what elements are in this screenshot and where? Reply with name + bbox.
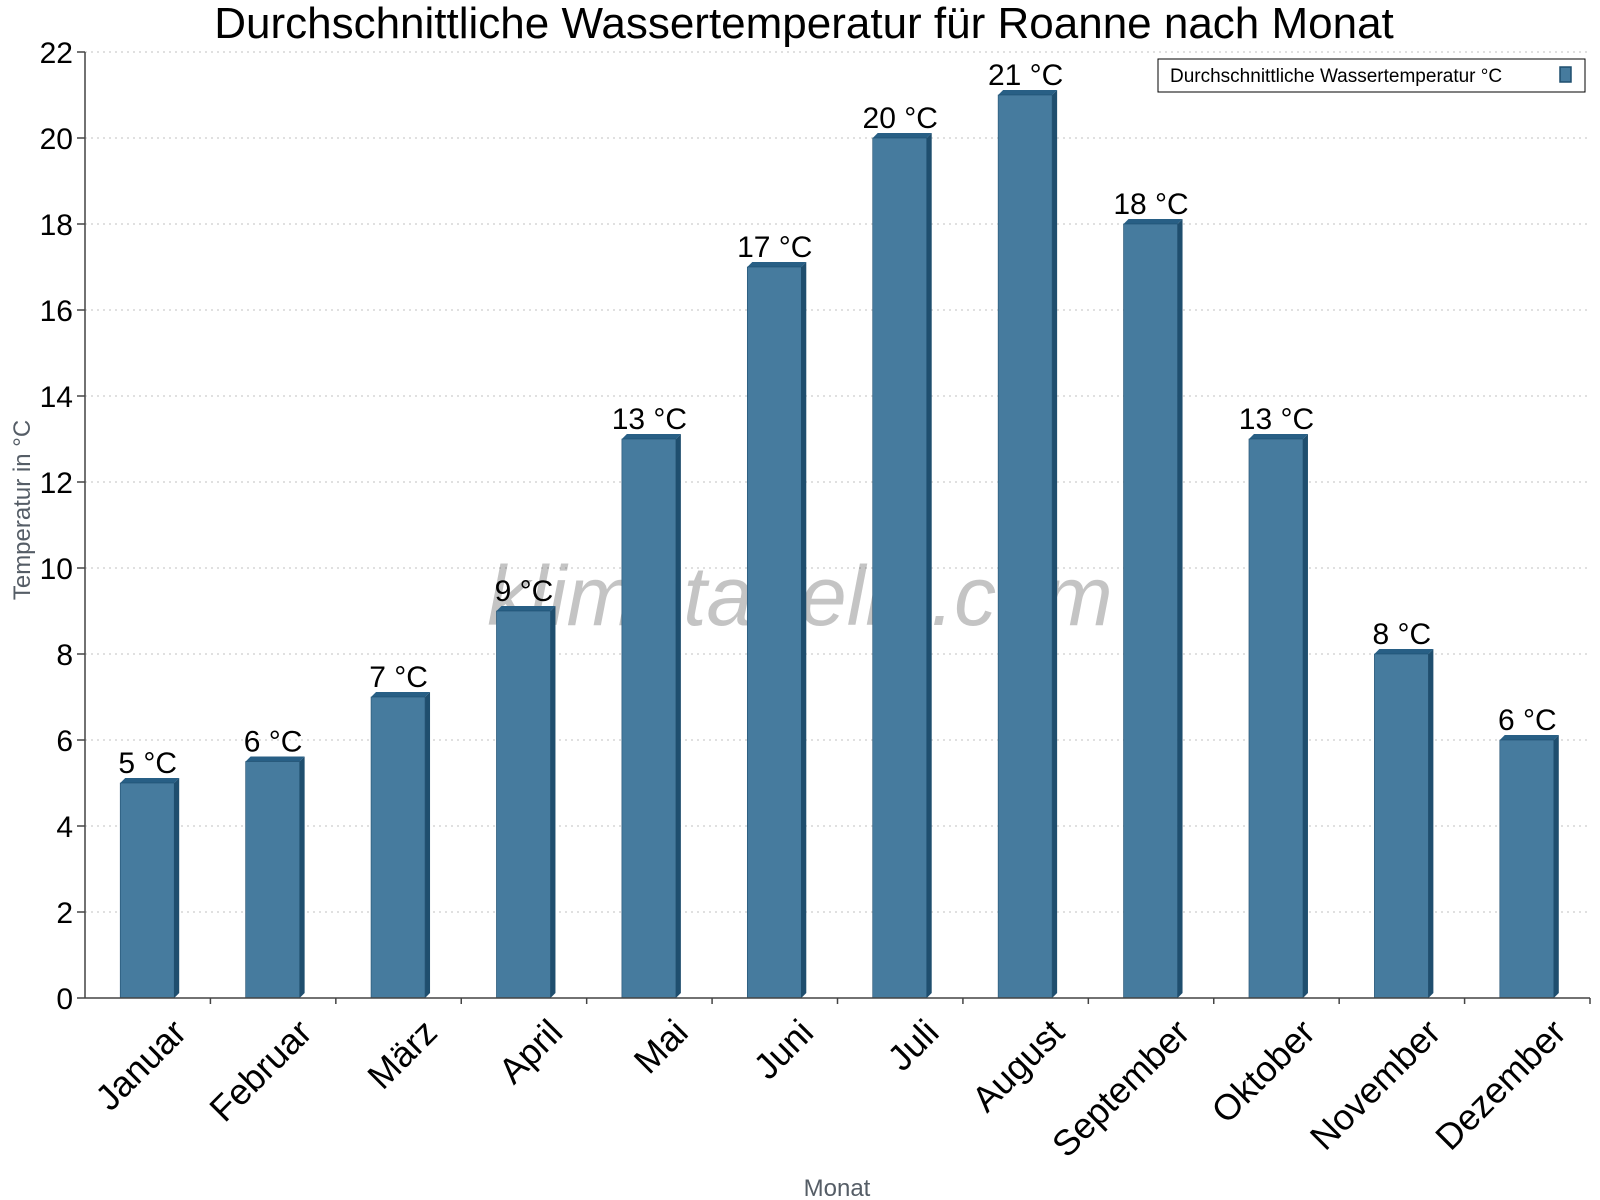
bar-front xyxy=(746,266,802,999)
bars xyxy=(119,90,1559,999)
x-tick-label: August xyxy=(964,1011,1072,1119)
bar-top xyxy=(120,778,180,783)
y-tick-label: 0 xyxy=(56,983,73,1016)
x-tick-label: Januar xyxy=(87,1011,194,1118)
data-label: 13 °C xyxy=(1239,403,1314,436)
y-tick-label: 6 xyxy=(56,725,73,758)
bar-side xyxy=(1428,649,1434,998)
bar-front xyxy=(119,782,175,999)
bar-front xyxy=(872,137,928,999)
bar-side xyxy=(1553,735,1559,998)
x-tick-label: April xyxy=(490,1011,570,1091)
x-ticks: Januar Februar März April Mai Juni Juli AugustS… xyxy=(87,998,1591,1165)
bar-side xyxy=(1052,90,1058,998)
bar-top xyxy=(245,756,305,762)
data-label: 17 °C xyxy=(737,231,812,264)
legend-swatch xyxy=(1559,66,1572,83)
chart-title: Durchschnittliche Wassertemperatur für R… xyxy=(214,0,1394,48)
bar-front xyxy=(1248,438,1304,999)
bar-top xyxy=(747,262,807,267)
y-tick-label: 10 xyxy=(40,553,73,586)
bar-front xyxy=(1123,223,1178,999)
bar-side xyxy=(550,606,556,998)
bar-side xyxy=(1302,434,1308,998)
data-label: 7 °C xyxy=(369,661,428,694)
y-tick-label: 8 xyxy=(56,639,73,672)
legend-box xyxy=(1157,58,1586,93)
bar-front xyxy=(1374,653,1429,999)
bar xyxy=(621,434,681,999)
x-tick-label: März xyxy=(359,1011,445,1097)
data-labels: 5 °C 6 °C 7 °C 9 °C 13 °C 17 °C 20 °C 21 °C 18 °… xyxy=(118,59,1556,780)
axes xyxy=(84,52,1590,999)
data-label: 6 °C xyxy=(1498,704,1557,737)
bar xyxy=(746,262,807,999)
x-tick-label: Juli xyxy=(879,1011,946,1078)
bar-front xyxy=(496,610,551,999)
x-axis-title: Monat xyxy=(804,1175,871,1200)
x-tick-label: Februar xyxy=(201,1011,319,1129)
grid-lines xyxy=(85,51,1590,913)
x-tick-label: September xyxy=(1044,1011,1198,1165)
bar-side xyxy=(425,692,431,998)
x-tick-label: Juni xyxy=(745,1011,821,1087)
bar-top xyxy=(621,434,681,439)
y-tick-label: 16 xyxy=(40,295,73,328)
bar-front xyxy=(245,761,300,999)
x-tick-label: Dezember xyxy=(1427,1011,1573,1157)
data-label: 21 °C xyxy=(988,59,1063,92)
data-label: 18 °C xyxy=(1113,188,1188,221)
bar-top xyxy=(371,692,431,697)
data-label: 9 °C xyxy=(495,575,554,608)
bar-top xyxy=(872,133,932,138)
bar-side xyxy=(801,262,807,998)
x-tick-label: Mai xyxy=(626,1011,696,1081)
bar-front xyxy=(621,438,677,999)
bar xyxy=(370,692,431,999)
bar-top xyxy=(998,90,1058,95)
bar-side xyxy=(926,133,932,998)
bar-side xyxy=(299,756,305,998)
y-tick-label: 4 xyxy=(56,811,73,844)
bar xyxy=(1374,649,1434,999)
bar xyxy=(245,756,305,999)
x-tick-label: November xyxy=(1302,1011,1448,1157)
bar xyxy=(496,606,556,999)
y-tick-label: 12 xyxy=(40,467,73,500)
bar-top xyxy=(1123,219,1183,224)
data-label: 5 °C xyxy=(118,747,177,780)
y-tick-label: 18 xyxy=(40,209,73,242)
bar xyxy=(1499,735,1559,999)
bar xyxy=(1123,219,1183,999)
y-axis-title: Temperatur in °C xyxy=(9,420,36,600)
bar-top xyxy=(1248,434,1308,439)
legend: Durchschnittliche Wassertemperatur °C xyxy=(1157,58,1586,93)
y-tick-label: 20 xyxy=(40,123,73,156)
bar-side xyxy=(1177,219,1183,998)
bar-side xyxy=(174,778,180,998)
data-label: 13 °C xyxy=(612,403,687,436)
bar-front xyxy=(997,94,1053,999)
data-label: 20 °C xyxy=(863,102,938,135)
bar xyxy=(1248,434,1308,999)
bar-top xyxy=(1374,649,1434,654)
bar-side xyxy=(675,434,681,998)
legend-label: Durchschnittliche Wassertemperatur °C xyxy=(1170,66,1502,87)
bar-top xyxy=(496,606,556,611)
bar xyxy=(872,133,932,999)
bar xyxy=(119,778,180,999)
data-label: 6 °C xyxy=(244,726,303,759)
y-tick-label: 22 xyxy=(40,37,73,70)
y-tick-label: 14 xyxy=(40,381,73,414)
bar-front xyxy=(1499,739,1555,999)
y-tick-label: 2 xyxy=(56,897,73,930)
bar xyxy=(997,90,1058,999)
y-ticks: 0 2 4 6 8 10 12 14 16 18 20 22 xyxy=(40,37,85,1016)
data-label: 8 °C xyxy=(1373,618,1432,651)
x-tick-label: Oktober xyxy=(1203,1011,1323,1131)
bar-front xyxy=(370,696,426,999)
bar-top xyxy=(1499,735,1559,740)
